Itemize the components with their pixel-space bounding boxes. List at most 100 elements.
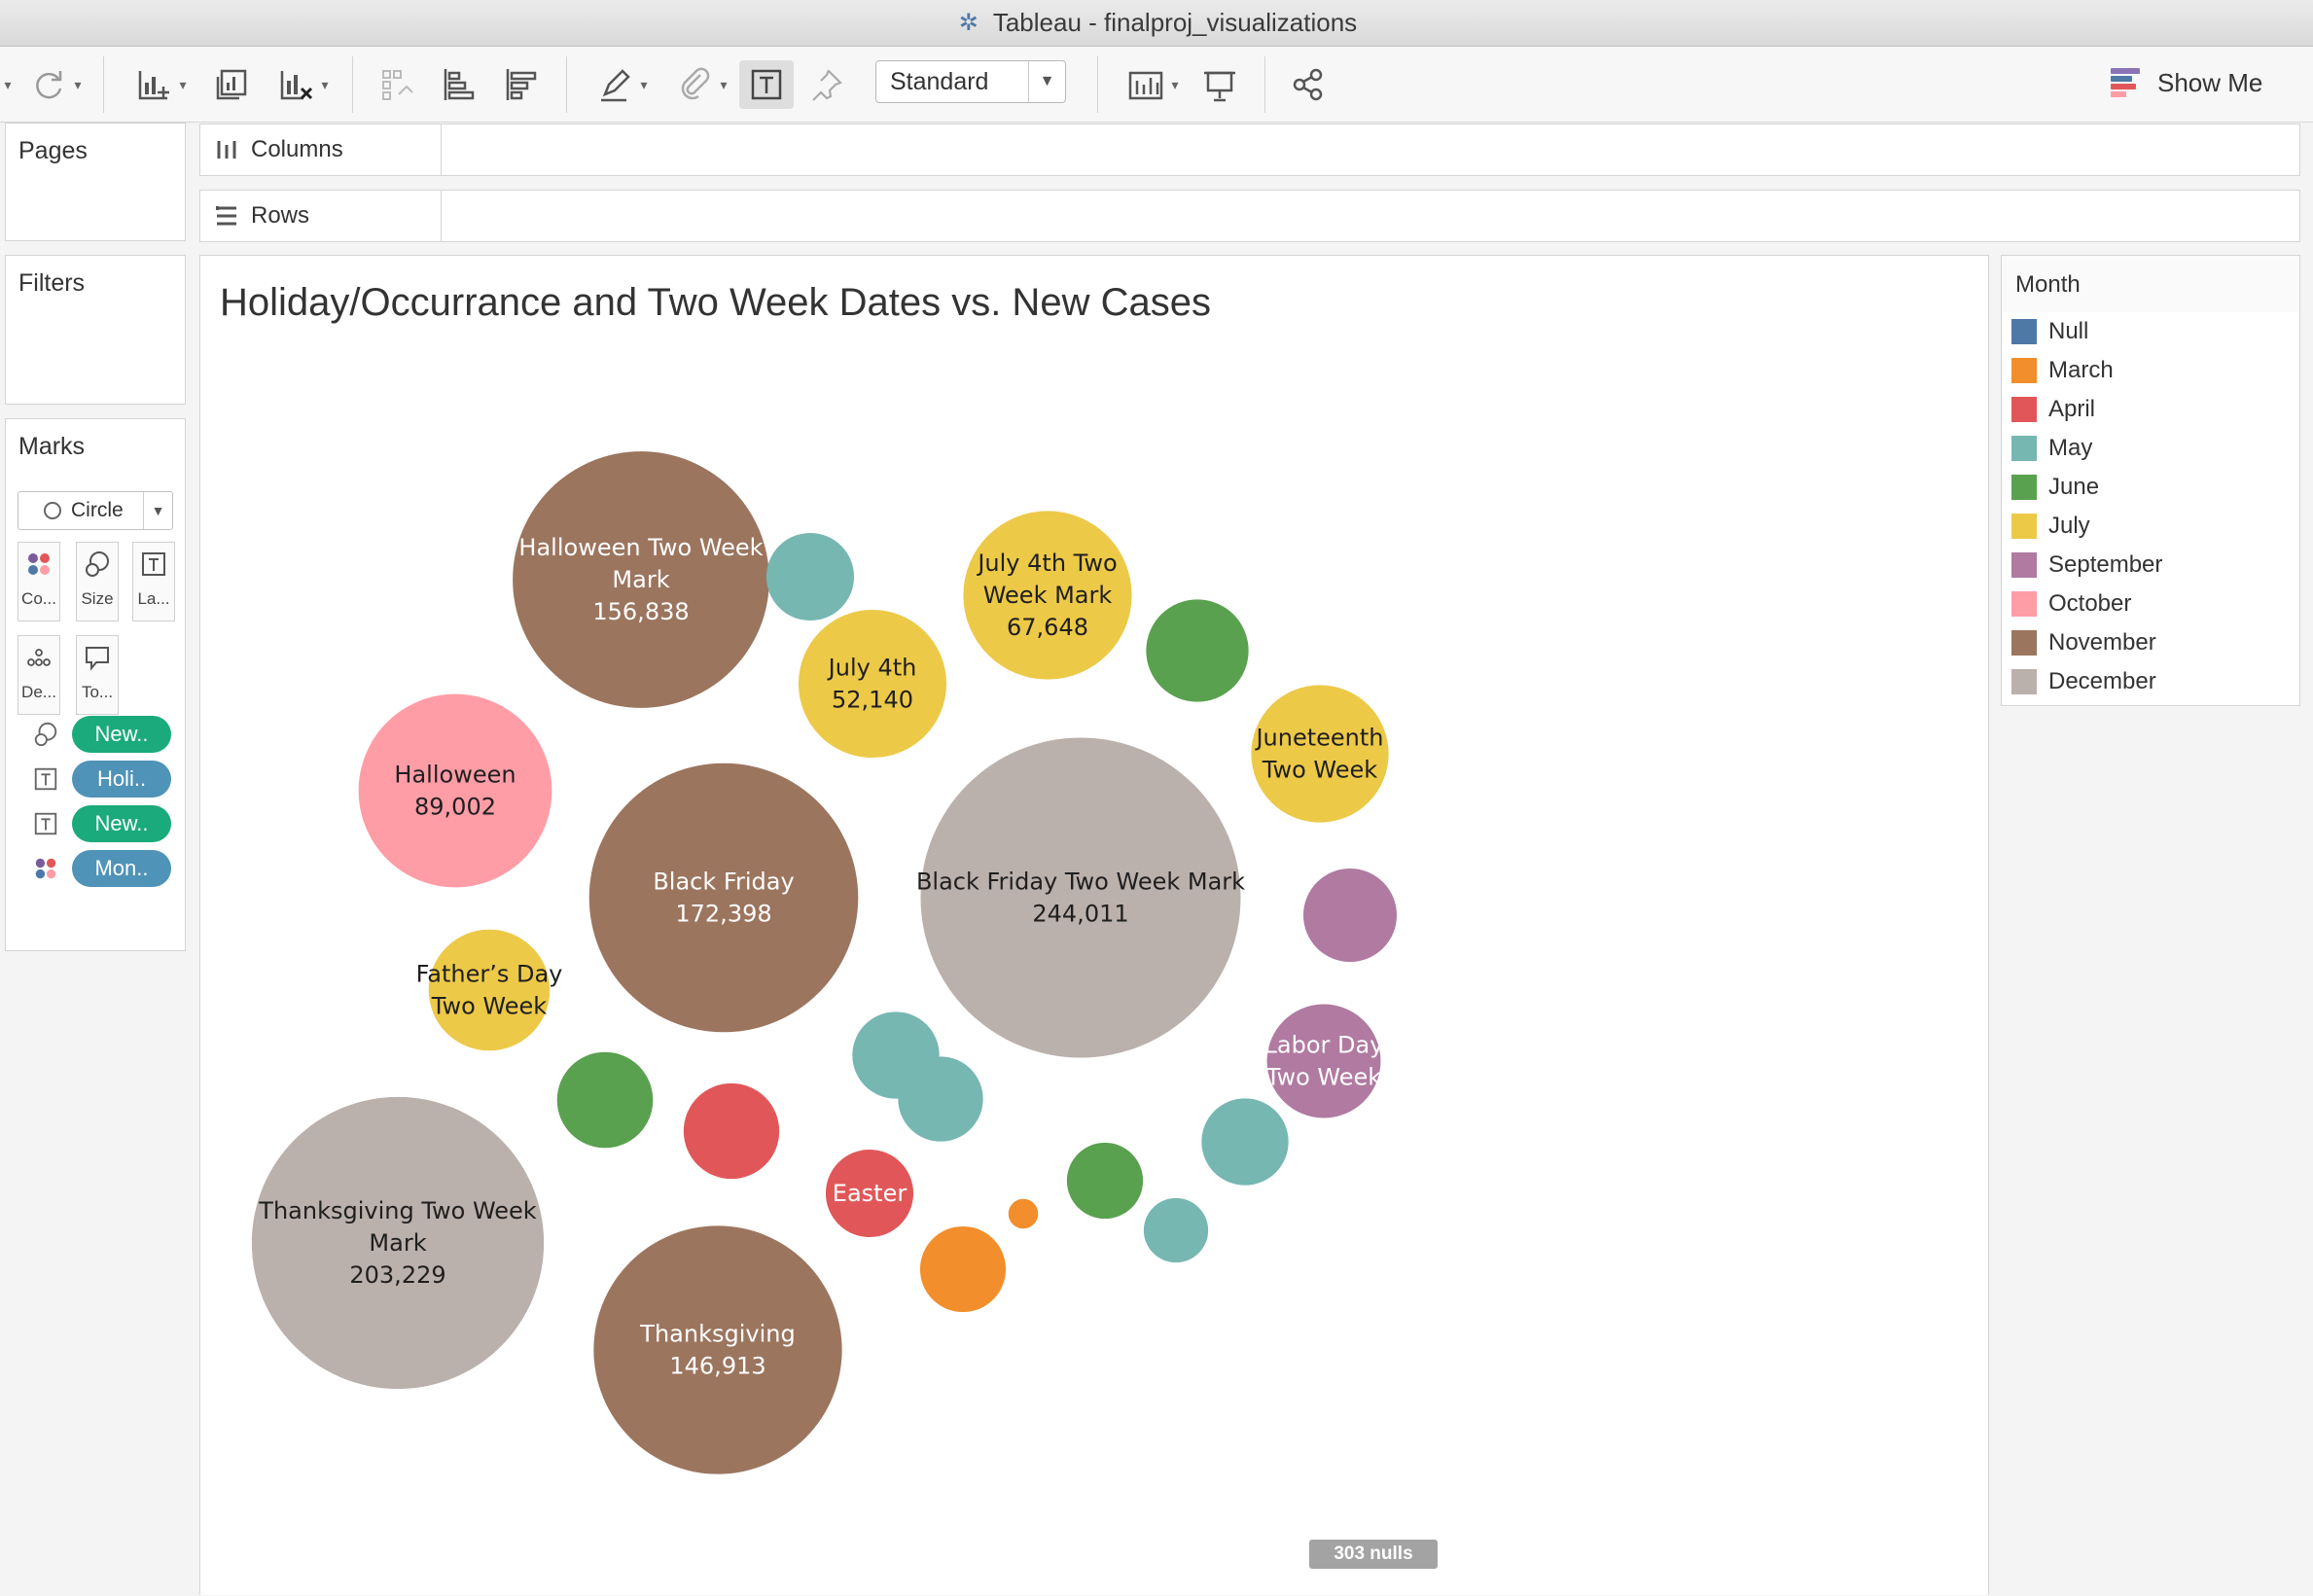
bubble-mark[interactable]: Black Friday 172,398 <box>588 763 859 1033</box>
bubble-mark[interactable]: July 4th 52,140 <box>798 609 947 759</box>
bubble-circle[interactable] <box>920 737 1241 1058</box>
duplicate-sheet-icon <box>216 69 247 100</box>
color-card[interactable]: Co... <box>18 542 60 621</box>
bubble-mark[interactable] <box>1201 1098 1289 1186</box>
legend-item-null[interactable]: Null <box>2002 312 2299 351</box>
cards-toggle-button[interactable]: ▾ <box>1117 60 1189 109</box>
chevron-down-icon: ▼ <box>1028 61 1065 102</box>
share-button[interactable] <box>1284 60 1331 109</box>
bubble-mark[interactable] <box>1143 1197 1209 1263</box>
month-color-pill[interactable]: Mon.. <box>72 850 171 887</box>
clear-sheet-button[interactable]: ▾ <box>267 60 338 109</box>
bubble-mark[interactable] <box>1302 868 1398 963</box>
bubble-circle[interactable] <box>1201 1098 1289 1186</box>
bubble-circle[interactable] <box>1146 599 1249 702</box>
refresh-button[interactable]: ▾ <box>21 60 89 109</box>
bubble-mark[interactable] <box>919 1225 1007 1313</box>
bubble-mark[interactable] <box>1008 1198 1039 1229</box>
bubble-circle[interactable] <box>1008 1198 1039 1229</box>
bubble-circle[interactable] <box>825 1149 914 1238</box>
bubble-mark[interactable] <box>683 1082 780 1180</box>
bubble-mark[interactable]: Black Friday Two Week Mark 244,011 <box>916 737 1245 1058</box>
legend-swatch <box>2011 591 2037 617</box>
label-card[interactable]: La... <box>132 542 175 621</box>
bubble-mark[interactable]: Halloween 89,002 <box>358 693 552 888</box>
refresh-icon <box>36 71 62 99</box>
bubble-circle[interactable] <box>593 1225 842 1474</box>
bubble-circle[interactable] <box>765 532 855 621</box>
bubble-mark[interactable]: Thanksgiving Two Week Mark 203,229 <box>251 1096 545 1390</box>
new-cases-label-pill[interactable]: New.. <box>72 805 171 842</box>
sort-descending-button[interactable] <box>496 60 543 109</box>
bubble-circle[interactable] <box>556 1051 654 1149</box>
legend-label: September <box>2048 551 2163 578</box>
group-members-button[interactable]: ▾ <box>667 60 735 109</box>
legend-item-november[interactable]: November <box>2002 623 2299 662</box>
legend-item-june[interactable]: June <box>2002 468 2299 507</box>
bubble-circle[interactable] <box>919 1225 1007 1313</box>
columns-shelf[interactable]: Columns <box>199 124 2300 176</box>
nulls-indicator[interactable]: 303 nulls <box>1309 1540 1438 1569</box>
size-card[interactable]: Size <box>76 542 119 621</box>
legend-item-march[interactable]: March <box>2002 351 2299 390</box>
pages-pane[interactable]: Pages <box>5 123 186 241</box>
bubble-label: 203,229 <box>349 1261 445 1289</box>
bubble-mark[interactable]: July 4th Two Week Mark 67,648 <box>963 511 1132 680</box>
show-mark-labels-button[interactable] <box>739 60 794 109</box>
legend-item-december[interactable]: December <box>2002 662 2299 701</box>
bubble-circle[interactable] <box>513 451 769 708</box>
bubble-mark[interactable] <box>556 1051 654 1149</box>
bubble-circle[interactable] <box>588 763 859 1033</box>
swap-disabled-button[interactable] <box>374 60 420 109</box>
bubble-mark[interactable]: Labor Day Two Week <box>1264 1004 1384 1118</box>
rows-shelf[interactable]: Rows <box>199 190 2300 242</box>
bubble-circle[interactable] <box>1066 1142 1144 1220</box>
fix-axes-button[interactable] <box>803 60 850 109</box>
bubble-circle[interactable] <box>683 1082 780 1180</box>
detail-card[interactable]: De... <box>18 635 60 715</box>
undo-dropdown-caret[interactable]: ▾ <box>4 76 12 92</box>
legend-item-april[interactable]: April <box>2002 390 2299 429</box>
group-members-icon <box>382 70 413 100</box>
bubble-circle[interactable] <box>963 511 1132 680</box>
bubble-circle[interactable] <box>798 609 947 759</box>
bubble-mark[interactable] <box>1146 599 1249 702</box>
bubble-circle[interactable] <box>1251 685 1389 823</box>
bubble-mark[interactable] <box>898 1056 983 1142</box>
fit-size-select[interactable]: Standard ▼ <box>875 60 1066 103</box>
filters-pane[interactable]: Filters <box>5 255 186 405</box>
bubble-circle[interactable] <box>428 929 551 1051</box>
sort-ascending-button[interactable] <box>434 60 480 109</box>
tooltip-card[interactable]: To... <box>76 635 119 715</box>
presentation-mode-button[interactable] <box>1196 60 1243 109</box>
bubble-circle[interactable] <box>898 1056 983 1142</box>
bubble-label: Halloween <box>394 762 516 789</box>
legend-item-may[interactable]: May <box>2002 429 2299 468</box>
bubble-mark[interactable] <box>765 532 855 621</box>
bubble-circle[interactable] <box>1266 1004 1381 1118</box>
highlight-button[interactable]: ▾ <box>587 60 656 109</box>
bubble-label: 156,838 <box>592 598 689 625</box>
bubble-mark[interactable]: Halloween Two Week Mark 156,838 <box>513 451 769 708</box>
legend-item-october[interactable]: October <box>2002 585 2299 623</box>
bubble-circle[interactable] <box>251 1096 545 1390</box>
new-worksheet-button[interactable]: ▾ <box>125 60 196 109</box>
bubble-circle[interactable] <box>1302 868 1398 963</box>
bubble-circle[interactable] <box>1143 1197 1209 1263</box>
bubble-mark[interactable]: Easter <box>825 1149 914 1238</box>
marks-title: Marks <box>18 433 86 460</box>
legend-item-july[interactable]: July <box>2002 507 2299 546</box>
packed-bubble-chart[interactable]: Black Friday Two Week Mark 244,011 Thanksg… <box>200 256 1990 1596</box>
mark-type-select[interactable]: Circle ▼ <box>18 491 173 530</box>
duplicate-sheet-button[interactable] <box>208 60 255 109</box>
show-me-button[interactable]: Show Me <box>2111 60 2262 105</box>
bubble-mark[interactable]: Thanksgiving 146,913 <box>593 1225 842 1474</box>
bubble-mark[interactable]: Juneteenth Two Week <box>1251 685 1389 823</box>
holiday-label-pill[interactable]: Holi.. <box>72 761 171 798</box>
bubble-mark[interactable] <box>1066 1142 1144 1220</box>
legend-item-september[interactable]: September <box>2002 546 2299 585</box>
bubble-mark[interactable]: Father’s Day Two Week <box>416 929 563 1051</box>
new-cases-size-pill[interactable]: New.. <box>72 716 171 753</box>
bubble-circle[interactable] <box>358 693 552 888</box>
pages-title: Pages <box>18 137 88 164</box>
